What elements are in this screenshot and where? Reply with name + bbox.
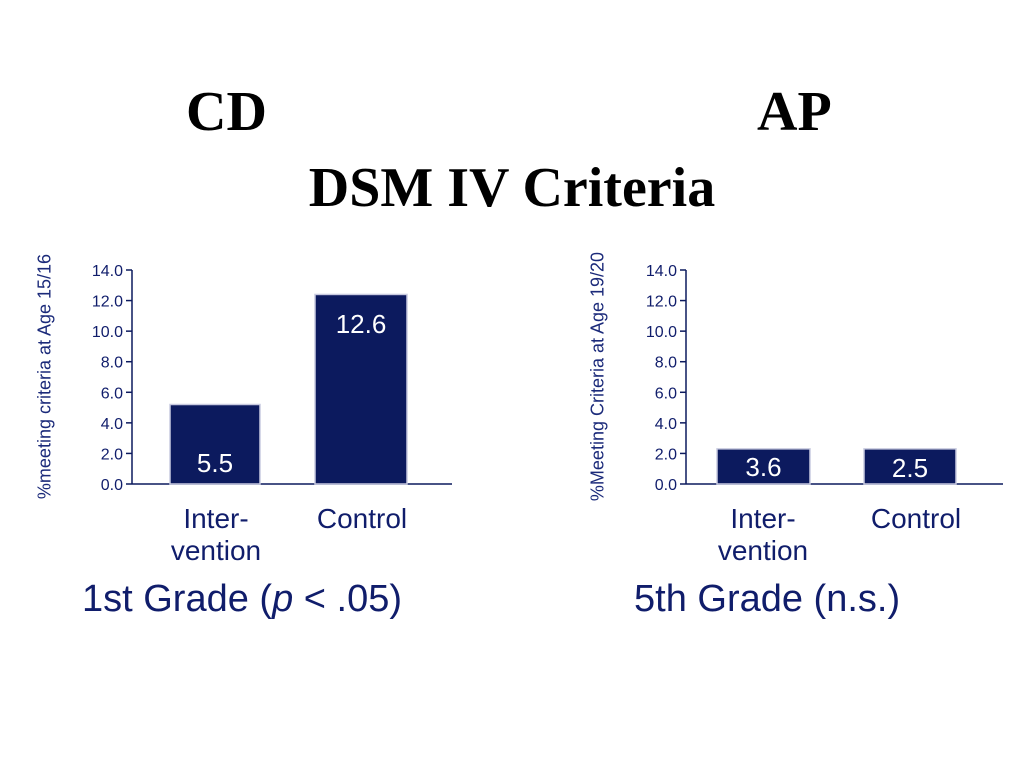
bar: [863, 448, 957, 485]
y-tick-label: 12.0: [92, 294, 123, 311]
y-axis-label-chart-2: %Meeting Criteria at Age 19/20: [587, 251, 608, 502]
y-tick-label: 12.0: [646, 294, 677, 311]
bar: [314, 293, 408, 485]
category-line: vention: [170, 535, 262, 566]
title-ap: AP: [757, 81, 832, 143]
page-title: DSM IV Criteria: [308, 157, 716, 219]
y-tick-label: 8.0: [101, 355, 123, 372]
x-category-label-chart-1-control: Control: [292, 503, 432, 535]
chart-1-subtitle: 1st Grade (p < .05): [82, 580, 402, 618]
bar-data-label: 5.5: [197, 448, 233, 478]
category-line: Control: [870, 503, 962, 534]
subtitle-suffix: < .05): [293, 578, 403, 620]
category-line: vention: [717, 535, 809, 566]
y-tick-label: 0.0: [655, 477, 677, 494]
y-tick-label: 14.0: [646, 263, 677, 280]
bar: [169, 403, 261, 485]
y-tick-label: 10.0: [646, 324, 677, 341]
subtitle-italic: p: [272, 578, 294, 620]
category-line: Control: [316, 503, 408, 534]
x-category-label-chart-2-control: Control: [846, 503, 986, 535]
bar-data-label: 12.6: [336, 309, 387, 339]
y-tick-label: 4.0: [655, 416, 677, 433]
y-tick-label: 6.0: [655, 385, 677, 402]
category-line: Inter-: [730, 503, 796, 534]
category-line: Inter-: [183, 503, 249, 534]
title-cd: CD: [186, 81, 267, 143]
subtitle-prefix: 1st Grade (: [82, 578, 273, 620]
chart-2-subtitle: 5th Grade (n.s.): [634, 578, 901, 620]
bar-data-label: 2.5: [892, 453, 928, 483]
bar: [716, 448, 811, 485]
x-category-label-chart-1-intervention: Inter- vention: [146, 503, 286, 567]
bar-data-label: 3.6: [745, 452, 781, 482]
x-category-label-chart-2-intervention: Inter- vention: [693, 503, 833, 567]
y-tick-label: 10.0: [92, 324, 123, 341]
y-tick-label: 0.0: [101, 477, 123, 494]
y-tick-label: 2.0: [101, 446, 123, 463]
y-tick-label: 4.0: [101, 416, 123, 433]
y-tick-label: 14.0: [92, 263, 123, 280]
y-tick-label: 2.0: [655, 446, 677, 463]
y-tick-label: 6.0: [101, 385, 123, 402]
y-tick-label: 8.0: [655, 355, 677, 372]
y-axis-label-chart-1: %meeting criteria at Age 15/16: [34, 253, 55, 500]
